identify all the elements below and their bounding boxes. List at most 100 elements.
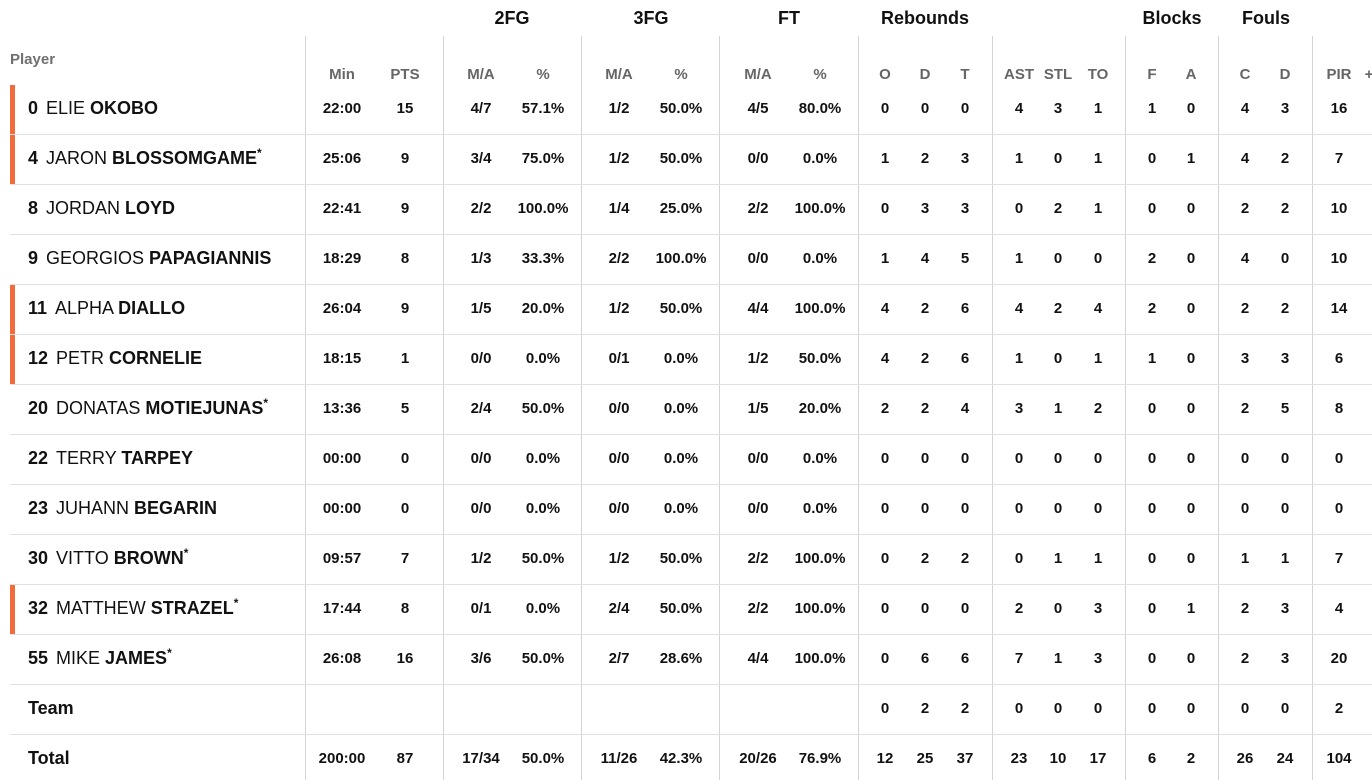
subheader[interactable]: D <box>919 66 931 83</box>
stat-cell: 8 <box>400 600 410 617</box>
stat-cell: 0/0 <box>608 450 630 467</box>
player-row: 30 VITTO BROWN* 09:57 7 1/2 50.0% 1/2 50.0% 2/2 1… <box>0 535 1372 585</box>
player-name-link[interactable]: 0 ELIE OKOBO <box>28 98 158 119</box>
stat-cell: 4 <box>1014 300 1024 317</box>
player-row: 11 ALPHA DIALLO 26:04 9 1/5 20.0% 1/2 50.0% 4/4 1… <box>0 285 1372 335</box>
player-name-link[interactable]: 11 ALPHA DIALLO <box>28 298 185 319</box>
player-name-link[interactable]: 32 MATTHEW STRAZEL* <box>28 596 238 619</box>
stat-cell: 3 <box>1280 650 1290 667</box>
player-first-name: DONATAS <box>56 398 146 418</box>
stat-cell: 0 <box>1186 700 1196 717</box>
player-name-link[interactable]: 4 JARON BLOSSOMGAME* <box>28 146 262 169</box>
player-row: 9 GEORGIOS PAPAGIANNIS 18:29 8 1/3 33.3% 2/2 10… <box>0 235 1372 285</box>
subheader[interactable]: D <box>1279 66 1291 83</box>
starter-marker <box>10 135 15 185</box>
stat-cell: 0 <box>1147 500 1157 517</box>
subheader[interactable]: Min <box>329 66 355 83</box>
stat-cell: 6 <box>960 300 970 317</box>
stat-cell: 0.0% <box>525 600 561 617</box>
stat-cell: 4 <box>1240 150 1250 167</box>
player-name-link[interactable]: 22 TERRY TARPEY <box>28 448 193 469</box>
subheader[interactable]: M/A <box>744 66 772 83</box>
subheader[interactable]: % <box>813 66 827 83</box>
subheader[interactable]: % <box>536 66 550 83</box>
stat-cell: 0 <box>1093 450 1103 467</box>
player-name-link[interactable]: 8 JORDAN LOYD <box>28 198 175 219</box>
stat-cell: 2 <box>1240 300 1250 317</box>
stat-cell: 00:00 <box>322 500 362 517</box>
column-group-headers: 2FG 3FG FT Rebounds Blocks Fouls <box>0 0 1372 36</box>
stat-cell: 0/0 <box>747 500 769 517</box>
subheader[interactable]: STL <box>1043 66 1073 83</box>
subheader[interactable]: M/A <box>605 66 633 83</box>
group-header-3fg: 3FG <box>633 8 669 28</box>
stat-cell: 5 <box>960 250 970 267</box>
stat-cell: 00:00 <box>322 450 362 467</box>
stat-cell: 3 <box>1093 600 1103 617</box>
stat-cell: 0 <box>1053 350 1063 367</box>
subheader[interactable]: T <box>960 66 970 83</box>
stat-cell: 50.0% <box>521 750 565 767</box>
stat-cell: 1 <box>1014 350 1024 367</box>
stat-cell: 2 <box>1240 400 1250 417</box>
stat-cell: 1 <box>1147 100 1157 117</box>
stat-cell: 0 <box>880 650 890 667</box>
subheader[interactable]: PTS <box>390 66 420 83</box>
stat-cell: 0 <box>880 500 890 517</box>
stat-cell: 4/4 <box>747 650 769 667</box>
stat-cell: 4 <box>1240 250 1250 267</box>
player-star-marker: * <box>167 646 172 660</box>
stat-cell: 2 <box>1093 400 1103 417</box>
stat-cell: 0 <box>1014 200 1024 217</box>
stat-cell: 1 <box>1093 200 1103 217</box>
stat-cell: 0.0% <box>525 350 561 367</box>
stat-cell: 0.0% <box>525 450 561 467</box>
stat-cell: 16 <box>1330 100 1348 117</box>
subheader[interactable]: + <box>1364 66 1372 83</box>
subheader[interactable]: M/A <box>467 66 495 83</box>
stat-cell: 17 <box>1089 750 1107 767</box>
player-name-link[interactable]: 55 MIKE JAMES* <box>28 646 172 669</box>
stat-cell: 1 <box>1093 550 1103 567</box>
stat-cell: 25 <box>916 750 934 767</box>
stat-cell: 20.0% <box>521 300 565 317</box>
stat-cell: 0 <box>1147 650 1157 667</box>
row-separator <box>10 484 1372 485</box>
stat-subheaders: Min PTS M/A% M/A% M/A% O D T AST STL TO F A C D PIR + <box>0 66 1372 88</box>
subheader[interactable]: PIR <box>1326 66 1352 83</box>
stat-cell: 2/4 <box>608 600 630 617</box>
subheader[interactable]: AST <box>1004 66 1034 83</box>
stat-cell: 0 <box>1240 450 1250 467</box>
subheader[interactable]: O <box>879 66 891 83</box>
subheader[interactable]: A <box>1185 66 1197 83</box>
stat-cell: 2/2 <box>747 600 769 617</box>
column-divider <box>1218 36 1219 780</box>
stat-cell: 0.0% <box>802 450 838 467</box>
player-name-link[interactable]: 20 DONATAS MOTIEJUNAS* <box>28 396 269 419</box>
column-divider <box>581 36 582 780</box>
stat-cell: 1 <box>1280 550 1290 567</box>
player-number: 12 <box>28 348 49 368</box>
player-star-marker: * <box>263 396 269 410</box>
player-name-link[interactable]: 12 PETR CORNELIE <box>28 348 202 369</box>
stat-cell: 23 <box>1010 750 1028 767</box>
subheader[interactable]: % <box>674 66 688 83</box>
stat-cell: 0 <box>920 600 930 617</box>
player-name-link[interactable]: 23 JUHANN BEGARIN <box>28 498 217 519</box>
subheader[interactable]: F <box>1147 66 1157 83</box>
stat-cell: 0.0% <box>802 250 838 267</box>
stat-cell: 2/2 <box>470 200 492 217</box>
subheader[interactable]: C <box>1239 66 1251 83</box>
player-row: 0 ELIE OKOBO 22:00 15 4/7 57.1% 1/2 50.0% 4/5 80.… <box>0 85 1372 135</box>
column-divider <box>1312 36 1313 780</box>
stat-cell: 100.0% <box>794 200 846 217</box>
subheader[interactable]: TO <box>1087 66 1109 83</box>
stat-cell: 1/2 <box>608 550 630 567</box>
player-name-link[interactable]: 9 GEORGIOS PAPAGIANNIS <box>28 248 271 269</box>
player-number: 22 <box>28 448 49 468</box>
player-first-name: MATTHEW <box>56 598 151 618</box>
player-star-marker: * <box>183 546 189 560</box>
player-name-link[interactable]: 30 VITTO BROWN* <box>28 546 189 569</box>
stat-cell: 75.0% <box>521 150 565 167</box>
column-divider <box>719 36 720 780</box>
